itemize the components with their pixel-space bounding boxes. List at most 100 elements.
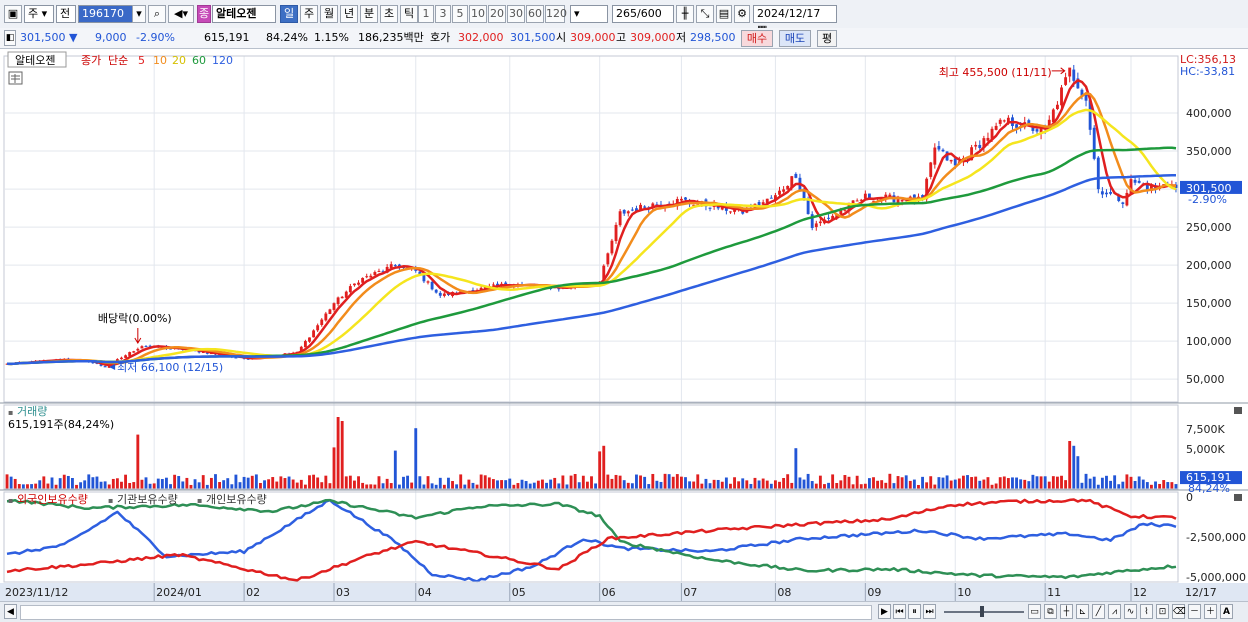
candle-body xyxy=(974,144,978,147)
period-tab-5[interactable]: 초 xyxy=(380,5,398,23)
volume-bar xyxy=(843,475,847,489)
eval-button[interactable]: 평 xyxy=(817,30,837,47)
period-tab-1[interactable]: 주 xyxy=(300,5,318,23)
crosshair-icon[interactable]: ┼ xyxy=(1060,604,1073,619)
legend-close: 종가 xyxy=(81,54,101,67)
volume-bar xyxy=(573,474,577,489)
candle-body xyxy=(1031,126,1035,131)
text-tool-button[interactable]: A xyxy=(1220,604,1233,619)
stock-code-input[interactable]: 196170 xyxy=(78,5,146,23)
speaker-icon[interactable]: ◀▾ xyxy=(168,5,194,23)
zoom-in-button[interactable]: ＋ xyxy=(1204,604,1217,619)
candle-body xyxy=(982,138,986,148)
interval-button-1[interactable]: 1 xyxy=(418,5,434,23)
period-tab-0[interactable]: 일 xyxy=(280,5,298,23)
period-tab-3[interactable]: 년 xyxy=(340,5,358,23)
volume-bar xyxy=(13,478,17,489)
volume-bar xyxy=(884,482,888,489)
volume-bar xyxy=(1051,476,1055,489)
buy-button[interactable]: 매수 xyxy=(741,30,773,47)
zoom-slider-handle[interactable] xyxy=(980,606,984,617)
volume-bar xyxy=(970,477,974,489)
eraser-icon[interactable]: ⌫ xyxy=(1172,604,1186,619)
candle-body xyxy=(1027,120,1031,125)
volume-bar xyxy=(974,476,978,489)
current-price-value: 301,500 xyxy=(20,31,66,44)
volume-bar xyxy=(1158,483,1162,489)
period-tab-4[interactable]: 분 xyxy=(360,5,378,23)
search-icon[interactable]: ⌕ xyxy=(148,5,166,23)
candle-body xyxy=(430,281,434,290)
volume-bar xyxy=(618,475,622,489)
volume-bar xyxy=(148,483,152,489)
volume-bar xyxy=(1174,484,1178,489)
volume-bar xyxy=(1117,484,1121,489)
candle-type-icon[interactable]: ╫ xyxy=(676,5,694,23)
chevron-down-icon[interactable]: ▾ xyxy=(132,5,146,23)
wave-icon[interactable]: ∿ xyxy=(1124,604,1137,619)
scope-select[interactable]: 전 xyxy=(56,5,76,23)
copy-icon[interactable]: ⧉ xyxy=(1044,604,1057,619)
lock-icon[interactable]: ⊡ xyxy=(1156,604,1169,619)
market-select[interactable]: 주 ▾ xyxy=(24,5,54,23)
scroll-left-icon[interactable]: ◀ xyxy=(4,604,17,619)
volume-bar xyxy=(1031,474,1035,489)
volume-bar xyxy=(487,477,491,489)
zoom-out-button[interactable]: － xyxy=(1188,604,1201,619)
legend-ma-5: 5 xyxy=(138,54,145,67)
gear-icon[interactable]: ⚙ xyxy=(734,5,750,23)
period-tab-6[interactable]: 틱 xyxy=(400,5,418,23)
volume-bar xyxy=(671,476,675,489)
date-field[interactable]: 2024/12/17 ▦ xyxy=(753,5,837,36)
candle-body xyxy=(148,345,152,347)
volume-bar xyxy=(1092,476,1096,489)
candle-body xyxy=(496,283,499,286)
interval-button-3[interactable]: 3 xyxy=(435,5,451,23)
interval-button-120[interactable]: 120 xyxy=(545,5,567,23)
trend-icon[interactable]: ⩘ xyxy=(1108,604,1121,619)
interval-button-60[interactable]: 60 xyxy=(526,5,544,23)
volume-bar xyxy=(483,475,487,489)
stock-name-field[interactable]: 알테오젠 xyxy=(212,5,276,23)
candle-body xyxy=(1006,117,1010,123)
layout-icon[interactable]: ▭ xyxy=(1028,604,1041,619)
candle-body xyxy=(626,211,630,214)
custom-interval-select[interactable]: ▾ xyxy=(570,5,608,23)
volume-bar xyxy=(606,474,610,489)
fib-icon[interactable]: ⌇ xyxy=(1140,604,1153,619)
volume-bar xyxy=(667,474,671,489)
volume-bar xyxy=(1154,481,1157,489)
zoom-slider[interactable] xyxy=(944,611,1024,613)
ruler-icon[interactable]: ⊾ xyxy=(1076,604,1089,619)
volume-bar xyxy=(912,479,916,489)
stock-chart[interactable]: 50,000100,000150,000200,000250,000300,00… xyxy=(0,50,1248,601)
legend-ma-10: 10 xyxy=(153,54,167,67)
last-icon[interactable]: ⏭ xyxy=(923,604,936,619)
interval-button-30[interactable]: 30 xyxy=(507,5,525,23)
volume-bar xyxy=(716,479,720,489)
volume-bar xyxy=(692,481,696,489)
volume-bar xyxy=(994,483,998,489)
scroll-right-icon[interactable]: ▶ xyxy=(878,604,891,619)
investor-close-icon xyxy=(1234,494,1242,501)
volume-bar xyxy=(565,484,569,489)
pause-icon[interactable]: ⏸ xyxy=(908,604,921,619)
first-icon[interactable]: ⏮ xyxy=(893,604,906,619)
count-field[interactable]: 265/600 xyxy=(612,5,674,23)
sell-button[interactable]: 매도 xyxy=(779,30,811,47)
scroll-track[interactable] xyxy=(20,605,872,620)
line-tool-icon[interactable]: ╱ xyxy=(1092,604,1105,619)
candle-body xyxy=(218,354,222,356)
period-tab-2[interactable]: 월 xyxy=(320,5,338,23)
investor-line-2 xyxy=(6,498,1177,582)
x-axis-label-11: 11 xyxy=(1047,586,1061,599)
collapse-icon[interactable]: ◧ xyxy=(4,30,16,46)
chart-tool-icon[interactable]: ⤡ xyxy=(696,5,714,23)
interval-button-20[interactable]: 20 xyxy=(488,5,506,23)
window-icon[interactable]: ▣ xyxy=(4,5,22,23)
volume-bar xyxy=(348,475,352,489)
interval-button-10[interactable]: 10 xyxy=(469,5,487,23)
save-icon[interactable]: ▤ xyxy=(716,5,732,23)
investor-line-1 xyxy=(6,498,1177,580)
interval-button-5[interactable]: 5 xyxy=(452,5,468,23)
